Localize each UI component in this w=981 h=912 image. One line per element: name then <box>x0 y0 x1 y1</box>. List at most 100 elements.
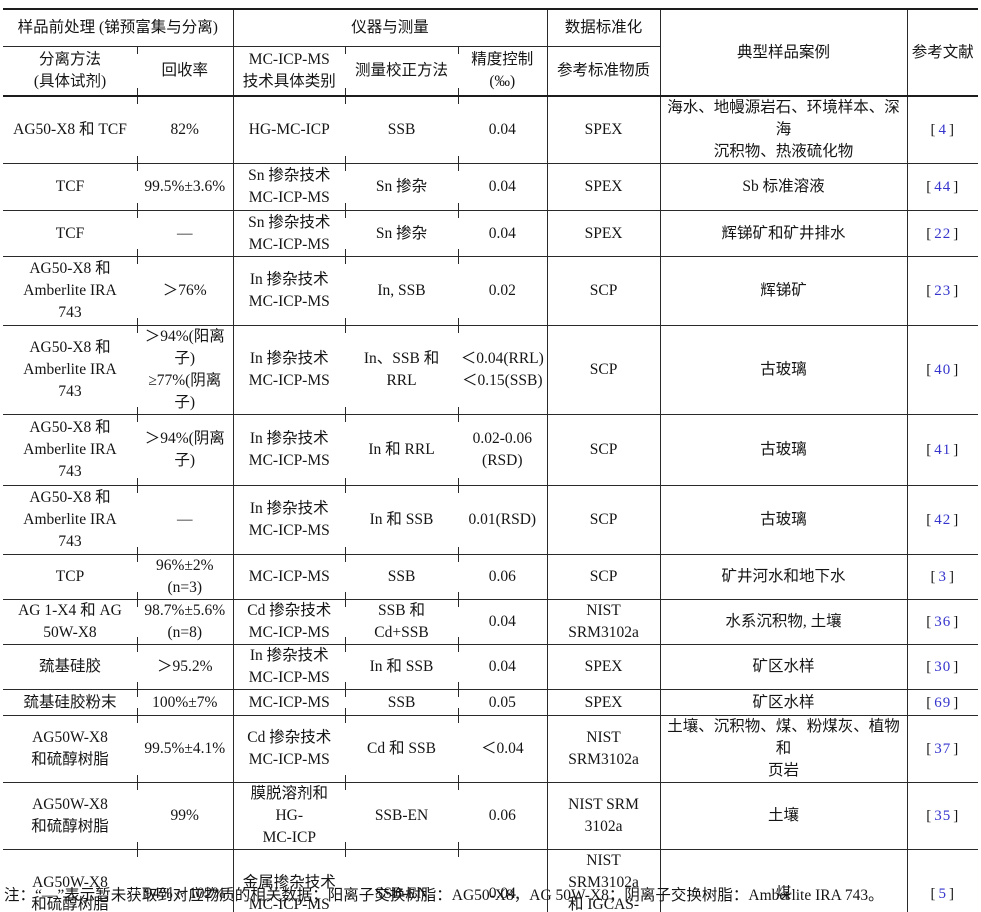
cell-reference: [40] <box>906 325 979 415</box>
cell-correction-method: SSB 和 Cd+SSB <box>345 599 458 645</box>
reference-number[interactable]: 22 <box>934 225 952 242</box>
cell-precision: 0.05 <box>458 689 547 716</box>
cell-technique: In 掺杂技术 MC-ICP-MS <box>232 485 346 555</box>
cell-reference: [23] <box>906 256 979 326</box>
cell-sample-cases: 水系沉积物, 土壤 <box>659 599 908 645</box>
cell-separation-method: AG50-X8 和 Amberlite IRA 743 <box>23 339 117 400</box>
table-row: AG50-X8 和 Amberlite IRA 743 ＞76% In 掺杂技术 M… <box>3 256 979 326</box>
cell-precision: 0.01(RSD) <box>458 485 547 555</box>
reference-number[interactable]: 30 <box>934 659 952 675</box>
table-header: 样品前处理 (锑预富集与分离) 仪器与测量 数据标准化 典型样品案例 参考文献 … <box>3 9 979 96</box>
reference-number[interactable]: 69 <box>934 694 952 711</box>
cell-sample-cases: 古玻璃 <box>659 325 908 415</box>
cell-reference: [35] <box>906 782 979 850</box>
cell-reference-material: SCP <box>546 256 661 326</box>
table-row: AG50-X8 和 Amberlite IRA 743 ＞94%(阴离子) In 掺… <box>3 414 979 486</box>
table-row: AG50W-X8 和硫醇树脂 99% 膜脱溶剂和 HG- MC-ICP SSB-EN 0… <box>3 782 979 850</box>
table-row: 巯基硅胶 ＞95.2% In 掺杂技术 MC-ICP-MS In 和 SSB 0.04 S… <box>3 644 979 690</box>
cell-technique: 金属掺杂技术 MC-ICP-MS <box>232 849 346 912</box>
cell-reference: [5] <box>906 849 979 912</box>
table-row: AG 1-X4 和 AG 50W-X8 98.7%±5.6% (n=8) Cd 掺杂… <box>3 599 979 645</box>
cell-reference-material: SCP <box>546 325 661 415</box>
cell-technique: Cd 掺杂技术 MC-ICP-MS <box>232 599 346 645</box>
reference-number[interactable]: 37 <box>934 741 952 757</box>
header-reference-material: 参考标准物质 <box>546 46 661 96</box>
cell-recovery: — <box>137 210 233 257</box>
cell-precision: ＜0.04(RRL) ＜0.15(SSB) <box>458 325 547 415</box>
cell-separation-method: AG50-X8 和 TCF <box>13 121 127 138</box>
cell-technique: Sn 掺杂技术 MC-ICP-MS <box>232 210 346 257</box>
reference-number[interactable]: 35 <box>934 808 952 824</box>
cell-sample-cases: 矿区水样 <box>659 644 908 690</box>
ref-bracket-close: ] <box>953 659 960 675</box>
reference-number[interactable]: 36 <box>934 614 952 630</box>
cell-precision: 0.06 <box>458 554 547 600</box>
cell-recovery: ＞76% <box>137 256 233 326</box>
table-row: TCF 99.5%±3.6% Sn 掺杂技术 MC-ICP-MS Sn 掺杂 0.04 S… <box>3 163 979 211</box>
cell-separation-method: TCF <box>55 224 85 242</box>
cell-sample-cases: 矿井河水和地下水 <box>659 554 908 600</box>
cell-reference: [22] <box>906 210 979 257</box>
cell-reference: [3] <box>906 554 979 600</box>
cell-correction-method: In 和 RRL <box>345 414 458 486</box>
cell-reference: [30] <box>906 644 979 690</box>
header-sample-cases: 典型样品案例 <box>659 9 908 96</box>
cell-correction-method: Sn 掺杂 <box>345 210 458 257</box>
cell-precision: 0.04 <box>458 96 547 164</box>
cell-technique: MC-ICP-MS <box>232 689 346 716</box>
reference-number[interactable]: 3 <box>938 569 948 585</box>
cell-correction-method: In、SSB 和 RRL <box>345 325 458 415</box>
reference-number[interactable]: 5 <box>938 886 948 902</box>
reference-number[interactable]: 41 <box>934 442 952 458</box>
header-group-normalization: 数据标准化 <box>546 9 661 47</box>
ref-bracket-close: ] <box>953 225 960 242</box>
cell-technique: Cd 掺杂技术 MC-ICP-MS <box>232 715 346 783</box>
cell-reference-material: SPEX <box>546 644 661 690</box>
ref-bracket-open: [ <box>930 569 937 585</box>
cell-separation-method: TCP <box>55 568 85 585</box>
cell-sample-cases: 辉锑矿 <box>659 256 908 326</box>
reference-number[interactable]: 23 <box>934 283 952 299</box>
ref-bracket-open: [ <box>930 886 937 902</box>
reference-number[interactable]: 44 <box>934 179 952 195</box>
cell-sample-cases: 煤 <box>659 849 908 912</box>
ref-bracket-open: [ <box>926 179 933 195</box>
cell-reference-material: SPEX <box>546 689 661 716</box>
cell-sample-cases: 海水、地幔源岩石、环境样本、深海 沉积物、热液硫化物 <box>659 96 908 164</box>
table-row: TCP 96%±2%(n=3) MC-ICP-MS SSB 0.06 SCP 矿井河水和地下… <box>3 554 979 600</box>
reference-number[interactable]: 42 <box>934 512 952 528</box>
cell-reference-material: SCP <box>546 554 661 600</box>
cell-reference: [44] <box>906 163 979 211</box>
header-precision: 精度控制 (‰) <box>458 46 547 96</box>
reference-number[interactable]: 4 <box>938 122 948 138</box>
table-row: TCF — Sn 掺杂技术 MC-ICP-MS Sn 掺杂 0.04 SPEX 辉锑矿和矿井… <box>3 210 979 257</box>
cell-sample-cases: 辉锑矿和矿井排水 <box>659 210 908 257</box>
reference-number[interactable]: 40 <box>934 362 952 378</box>
cell-separation-method: AG50W-X8 和硫醇树脂 <box>31 796 109 835</box>
cell-reference-material: NIST SRM3102a 和 IGCAS-SPEX <box>546 849 661 912</box>
cell-separation-method: 巯基硅胶 <box>38 658 101 675</box>
cell-sample-cases: 古玻璃 <box>659 485 908 555</box>
cell-technique: 膜脱溶剂和 HG- MC-ICP <box>232 782 346 850</box>
cell-recovery: 99% <box>137 782 233 850</box>
ref-bracket-close: ] <box>949 122 956 138</box>
table-body: AG50-X8 和 TCF 82% HG-MC-ICP SSB 0.04 SPEX 海水、地… <box>3 96 979 912</box>
cell-reference: [41] <box>906 414 979 486</box>
table-row: AG50W-X8 和硫醇树脂 99.5%±4.1% Cd 掺杂技术 MC-ICP-M… <box>3 715 979 783</box>
cell-technique: HG-MC-ICP <box>232 96 346 164</box>
ref-bracket-open: [ <box>930 122 937 138</box>
header-correction-method: 测量校正方法 <box>345 46 458 96</box>
table-row: AG50-X8 和 Amberlite IRA 743 ＞94%(阳离子) ≥77… <box>3 325 979 415</box>
table-row: AG50-X8 和 TCF 82% HG-MC-ICP SSB 0.04 SPEX 海水、地… <box>3 96 979 164</box>
cell-recovery: ＞94%(阳离子) ≥77%(阴离子) <box>137 325 233 415</box>
cell-sample-cases: 矿区水样 <box>659 689 908 716</box>
ref-bracket-close: ] <box>953 512 960 528</box>
header-separation-method: 分离方法 (具体试剂) <box>33 50 107 90</box>
cell-separation-method: AG50W-X8 和硫醇树脂 <box>31 874 109 912</box>
cell-correction-method: In, SSB <box>345 256 458 326</box>
cell-recovery: ＞94%(阴离子) <box>137 414 233 486</box>
sb-isotope-methods-table: 样品前处理 (锑预富集与分离) 仪器与测量 数据标准化 典型样品案例 参考文献 … <box>3 8 979 912</box>
cell-technique: Sn 掺杂技术 MC-ICP-MS <box>232 163 346 211</box>
cell-sample-cases: Sb 标准溶液 <box>659 163 908 211</box>
ref-bracket-open: [ <box>926 512 933 528</box>
